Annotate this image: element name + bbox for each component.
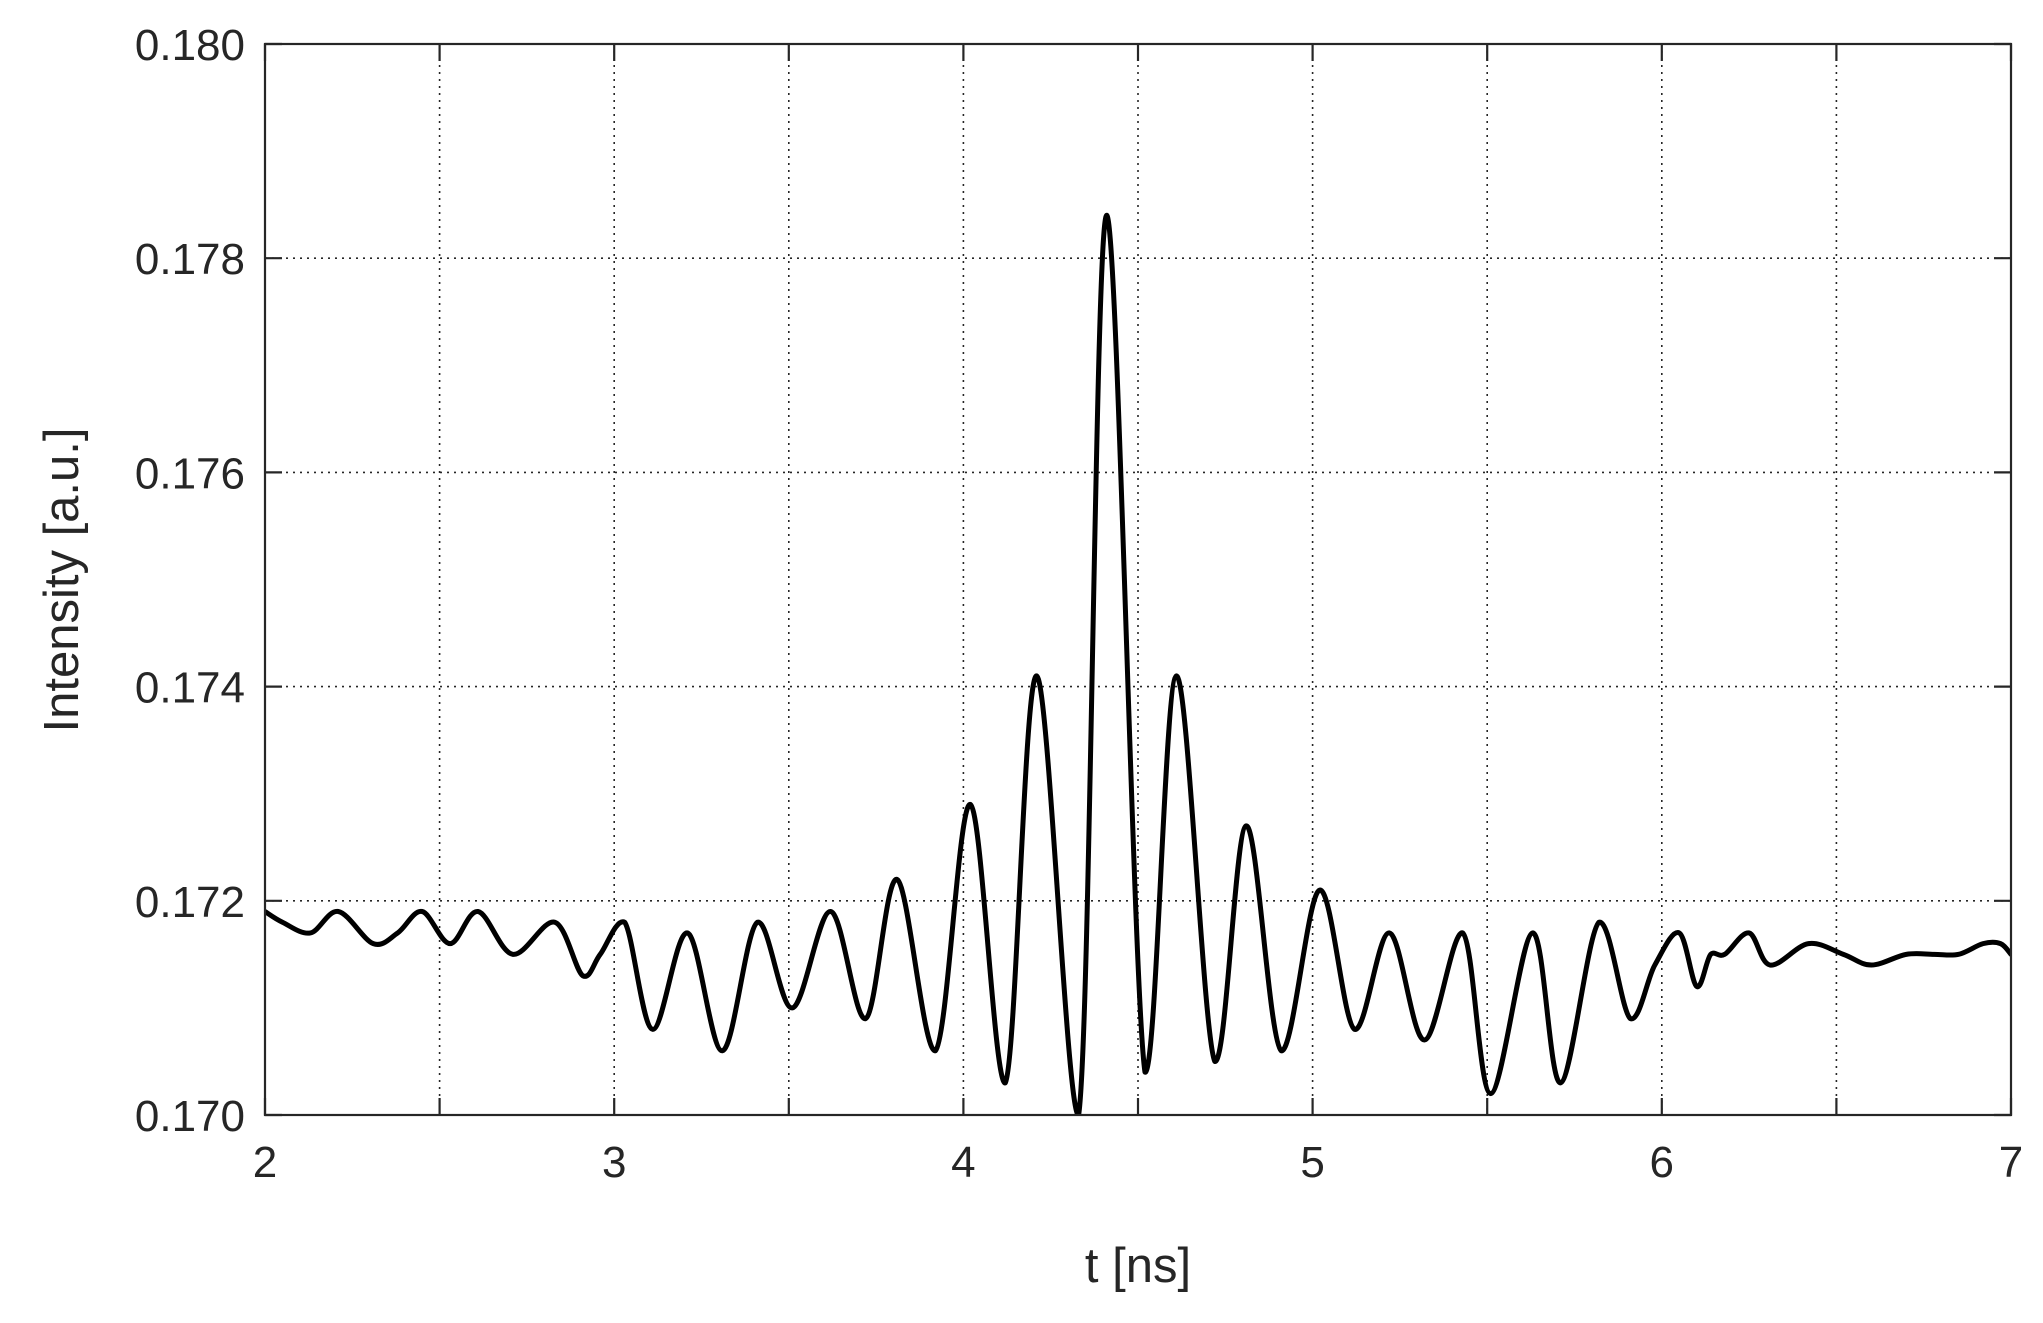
y-tick-label: 0.176 <box>135 449 245 498</box>
y-tick-label: 0.172 <box>135 878 245 927</box>
x-tick-label: 3 <box>602 1138 626 1187</box>
y-tick-label: 0.170 <box>135 1092 245 1141</box>
x-axis-title: t [ns] <box>1085 1239 1191 1293</box>
y-tick-label: 0.180 <box>135 21 245 70</box>
x-tick-label: 5 <box>1300 1138 1324 1187</box>
x-tick-labels: 2 3 4 5 6 7 <box>253 1138 2023 1187</box>
x-tick-label: 7 <box>1999 1138 2023 1187</box>
x-tick-label: 6 <box>1650 1138 1674 1187</box>
axes <box>263 42 2013 1117</box>
x-tick-label: 4 <box>951 1138 975 1187</box>
x-tick-label: 2 <box>253 1138 277 1187</box>
y-tick-label: 0.178 <box>135 235 245 284</box>
series-line-0 <box>265 212 2011 1115</box>
axes-box <box>263 42 2013 1117</box>
y-axis-title: Intensity [a.u.] <box>35 427 89 732</box>
y-tick-label: 0.174 <box>135 664 245 713</box>
y-tick-labels: 0.170 0.172 0.174 0.176 0.178 0.180 <box>135 21 245 1141</box>
data-series <box>265 212 2011 1115</box>
